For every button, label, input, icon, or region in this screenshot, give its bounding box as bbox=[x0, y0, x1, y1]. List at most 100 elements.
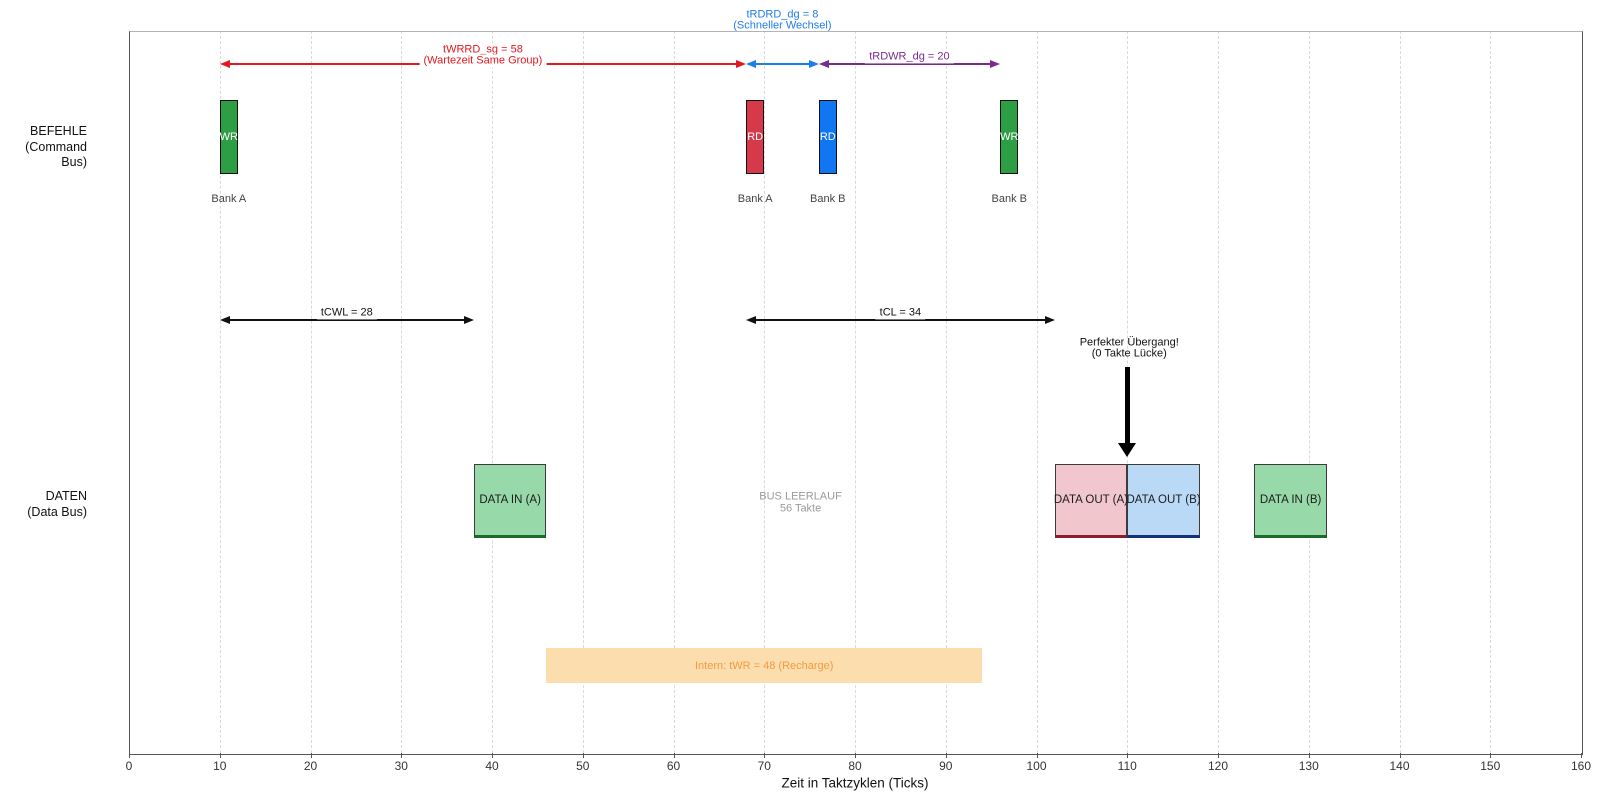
x-tick-label: 120 bbox=[1207, 759, 1229, 773]
data-block: DATA OUT (A) bbox=[1053, 464, 1128, 538]
gridline bbox=[219, 31, 221, 753]
arrow-line bbox=[753, 319, 1048, 321]
gridline bbox=[855, 31, 856, 753]
x-tick-mark bbox=[764, 753, 766, 758]
x-tick-mark bbox=[1218, 753, 1219, 758]
x-tick-label: 70 bbox=[757, 759, 771, 773]
arrowhead-left-icon bbox=[746, 316, 757, 324]
gridline bbox=[673, 31, 675, 753]
x-tick-mark bbox=[855, 753, 856, 758]
gridline bbox=[582, 31, 584, 753]
command-bar: RD bbox=[818, 100, 837, 174]
x-tick-label: 10 bbox=[213, 759, 227, 773]
gridline bbox=[310, 31, 312, 753]
timing-arrow-sublabel: (Wartezeit Same Group) bbox=[419, 54, 547, 68]
data-block: DATA IN (B) bbox=[1254, 464, 1327, 538]
data-block-label: DATA OUT (B) bbox=[1126, 494, 1201, 506]
gridline bbox=[1490, 31, 1492, 753]
gridline bbox=[492, 31, 493, 753]
bank-label: Bank B bbox=[810, 193, 846, 205]
arrow-line bbox=[753, 63, 812, 65]
timing-arrow-label: tRDRD_dg = 8 bbox=[746, 8, 819, 21]
recharge-bar-label: Intern: tWR = 48 (Recharge) bbox=[694, 659, 834, 672]
transition-note-line2: (0 Takte Lücke) bbox=[1091, 347, 1167, 360]
x-tick-label: 100 bbox=[1026, 759, 1047, 773]
gridline bbox=[1036, 31, 1038, 753]
x-tick-mark bbox=[1399, 753, 1401, 758]
x-tick-mark bbox=[1581, 753, 1582, 758]
data-block: DATA OUT (B) bbox=[1126, 464, 1201, 538]
command-bus-row-label-line1: BEFEHLE bbox=[30, 124, 87, 138]
gridline bbox=[945, 31, 947, 753]
data-bus-row-label-line1: DATEN bbox=[45, 489, 87, 503]
gridline bbox=[1308, 31, 1310, 753]
x-tick-mark bbox=[673, 753, 675, 758]
data-block-label: DATA IN (B) bbox=[1259, 494, 1322, 506]
x-tick-mark bbox=[582, 753, 584, 758]
timing-arrow bbox=[219, 315, 474, 325]
command-bar: WR bbox=[1000, 100, 1018, 174]
data-block-label: DATA OUT (A) bbox=[1053, 494, 1128, 506]
gridline bbox=[1399, 31, 1401, 753]
gridline bbox=[764, 31, 766, 753]
x-tick-mark bbox=[1308, 753, 1310, 758]
arrowhead-left-icon bbox=[219, 60, 230, 68]
command-bar-label: WR bbox=[1000, 131, 1019, 143]
x-tick-label: 110 bbox=[1117, 759, 1137, 773]
bank-label: Bank B bbox=[991, 193, 1027, 205]
x-tick-label: 130 bbox=[1298, 759, 1319, 773]
timing-arrow-label: tCL = 34 bbox=[875, 306, 926, 320]
timing-arrow-label: tRDWR_dg = 20 bbox=[865, 50, 954, 64]
x-tick-label: 160 bbox=[1570, 759, 1592, 773]
x-tick-mark bbox=[219, 753, 221, 758]
x-tick-mark bbox=[1127, 753, 1129, 758]
transition-down-arrow-head-icon bbox=[1118, 443, 1137, 457]
transition-note-line1: Perfekter Übergang! bbox=[1079, 336, 1179, 349]
x-tick-label: 150 bbox=[1480, 759, 1501, 773]
arrowhead-right-icon bbox=[1044, 316, 1055, 324]
recharge-bar: Intern: tWR = 48 (Recharge) bbox=[546, 648, 983, 683]
x-tick-label: 30 bbox=[394, 759, 408, 773]
x-tick-label: 140 bbox=[1389, 759, 1410, 773]
command-bar: RD bbox=[746, 100, 765, 174]
x-tick-label: 40 bbox=[485, 759, 499, 773]
timing-arrow-sublabel: (Schneller Wechsel) bbox=[733, 19, 832, 32]
timing-arrow-label: tWRRD_sg = 58 bbox=[439, 43, 527, 57]
gridline bbox=[1218, 31, 1219, 753]
gridline bbox=[401, 31, 403, 753]
arrowhead-left-icon bbox=[746, 60, 757, 68]
data-bus-row-label-line2: (Data Bus) bbox=[27, 504, 87, 519]
arrowhead-right-icon bbox=[736, 60, 747, 68]
timing-arrow bbox=[746, 59, 819, 69]
x-tick-mark bbox=[129, 753, 130, 758]
x-tick-mark bbox=[1036, 753, 1038, 758]
command-bus-row-label-line2: (Command Bus) bbox=[25, 139, 87, 170]
command-bar-label: WR bbox=[219, 131, 238, 143]
x-axis-label: Zeit in Taktzyklen (Ticks) bbox=[781, 775, 929, 791]
arrow-line bbox=[825, 63, 994, 65]
bus-idle-note-line1: BUS LEERLAUF bbox=[759, 490, 842, 503]
data-block-label: DATA IN (A) bbox=[479, 494, 541, 506]
x-tick-mark bbox=[945, 753, 947, 758]
x-tick-label: 20 bbox=[303, 759, 318, 773]
x-tick-mark bbox=[492, 753, 493, 758]
arrowhead-left-icon bbox=[818, 60, 829, 68]
timing-arrow bbox=[818, 59, 1001, 69]
data-block: DATA IN (A) bbox=[473, 464, 547, 538]
x-tick-label: 0 bbox=[125, 759, 133, 773]
timing-arrow bbox=[746, 315, 1055, 325]
x-tick-mark bbox=[1490, 753, 1492, 758]
x-tick-mark bbox=[310, 753, 312, 758]
x-tick-label: 80 bbox=[848, 759, 862, 773]
arrowhead-right-icon bbox=[463, 316, 474, 324]
command-bus-row-label: BEFEHLE (Command Bus) bbox=[0, 124, 87, 171]
arrowhead-left-icon bbox=[219, 316, 230, 324]
bank-label: Bank A bbox=[211, 193, 247, 205]
arrowhead-right-icon bbox=[990, 60, 1001, 68]
bus-idle-note-line2: 56 Takte bbox=[779, 502, 822, 515]
command-bar-label: RD bbox=[747, 131, 764, 143]
data-bus-row-label: DATEN (Data Bus) bbox=[27, 489, 87, 520]
command-bar-label: RD bbox=[819, 131, 836, 143]
